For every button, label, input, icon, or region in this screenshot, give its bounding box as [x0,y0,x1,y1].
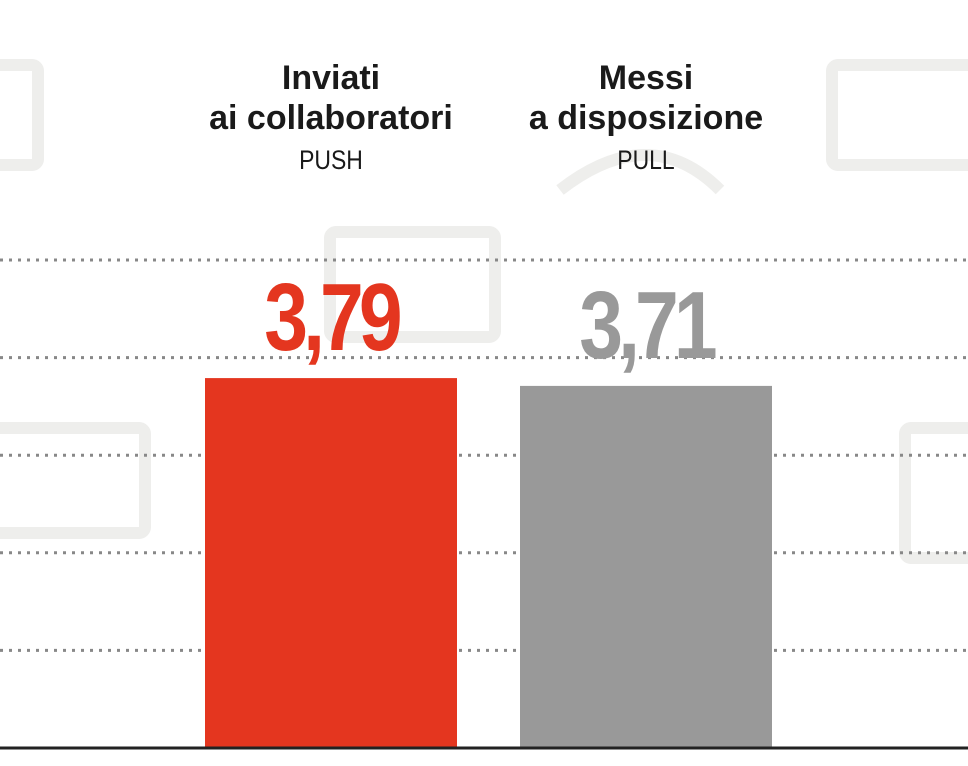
value-label: 3,79 [264,264,400,371]
bar [520,385,772,748]
value-label: 3,71 [579,272,716,379]
category-label: Messi a disposizione [528,59,764,137]
bar [205,378,457,748]
category-label: Inviati ai collaboratori [209,59,453,137]
background-icons [0,59,968,564]
category-subtitle: PULL [617,145,675,175]
category-subtitle: PUSH [299,145,363,175]
